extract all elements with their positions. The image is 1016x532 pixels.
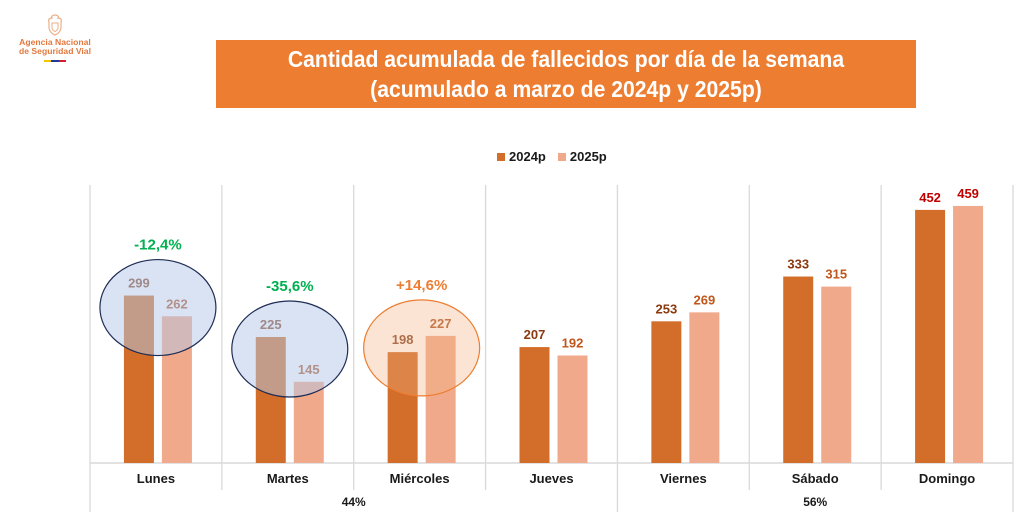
data-label-2025: 227: [430, 316, 452, 331]
data-label-2024: 333: [787, 257, 809, 272]
data-label-2024: 253: [656, 301, 678, 316]
chart-legend: 2024p 2025p: [497, 149, 619, 164]
change-annotation: -12,4%: [134, 237, 182, 254]
bar-2025-6: [953, 205, 984, 463]
chart-title-line1: Cantidad acumulada de fallecidos por día…: [287, 46, 845, 72]
bar-2024-6: [915, 209, 946, 463]
x-tick-label: Sábado: [792, 471, 839, 486]
x-tick-label: Jueves: [529, 471, 573, 486]
group-share-label: 56%: [803, 495, 827, 509]
agency-name-line2: de Seguridad Vial: [19, 46, 91, 56]
x-tick-label: Lunes: [137, 471, 175, 486]
agency-name-line1: Agencia Nacional: [19, 37, 91, 47]
data-label-2024: 198: [392, 332, 414, 347]
coat-of-arms-icon: [48, 14, 62, 36]
data-label-2025: 459: [957, 186, 979, 201]
data-label-2024: 207: [524, 327, 546, 342]
x-tick-label: Miércoles: [390, 471, 450, 486]
legend-item-2025: 2025p: [557, 149, 607, 164]
chart-title-line2: (acumulado a marzo de 2024p y 2025p): [370, 76, 762, 102]
bar-2024-5: [783, 276, 814, 463]
bar-2024-3: [519, 347, 550, 463]
data-label-2025: 315: [825, 267, 847, 282]
group-share-label: 44%: [342, 495, 366, 509]
data-label-2024: 452: [919, 190, 941, 205]
highlight-ellipse-blue: [231, 300, 349, 398]
bar-2025-3: [557, 355, 588, 463]
change-annotation: +14,6%: [396, 277, 447, 294]
bar-2025-2: [425, 335, 456, 463]
legend-swatch-2025: [557, 152, 566, 161]
legend-swatch-2024: [497, 152, 505, 161]
data-label-2025: 269: [694, 292, 716, 307]
highlight-ellipse-orange: [363, 299, 481, 397]
change-annotation: -35,6%: [266, 278, 314, 295]
flag-red: [58, 60, 66, 62]
chart-title-banner: Cantidad acumulada de fallecidos por día…: [216, 40, 916, 108]
x-tick-label: Domingo: [919, 471, 975, 486]
data-label-2025: 192: [562, 335, 584, 350]
x-tick-label: Viernes: [660, 471, 707, 486]
legend-item-2024: 2024p: [497, 149, 546, 164]
legend-label-2025: 2025p: [569, 149, 607, 164]
bar-2024-2: [387, 352, 418, 463]
flag-yellow: [44, 60, 52, 62]
flag-stripe: [44, 60, 66, 62]
bar-2024-4: [651, 321, 682, 463]
bar-2025-4: [689, 312, 720, 463]
bar-2025-5: [821, 286, 852, 463]
highlight-ellipse-blue: [99, 258, 217, 357]
agency-logo: Agencia Nacional de Seguridad Vial: [10, 14, 100, 66]
flag-blue: [51, 60, 59, 62]
x-tick-label: Martes: [267, 471, 309, 486]
legend-label-2024: 2024p: [509, 149, 546, 164]
